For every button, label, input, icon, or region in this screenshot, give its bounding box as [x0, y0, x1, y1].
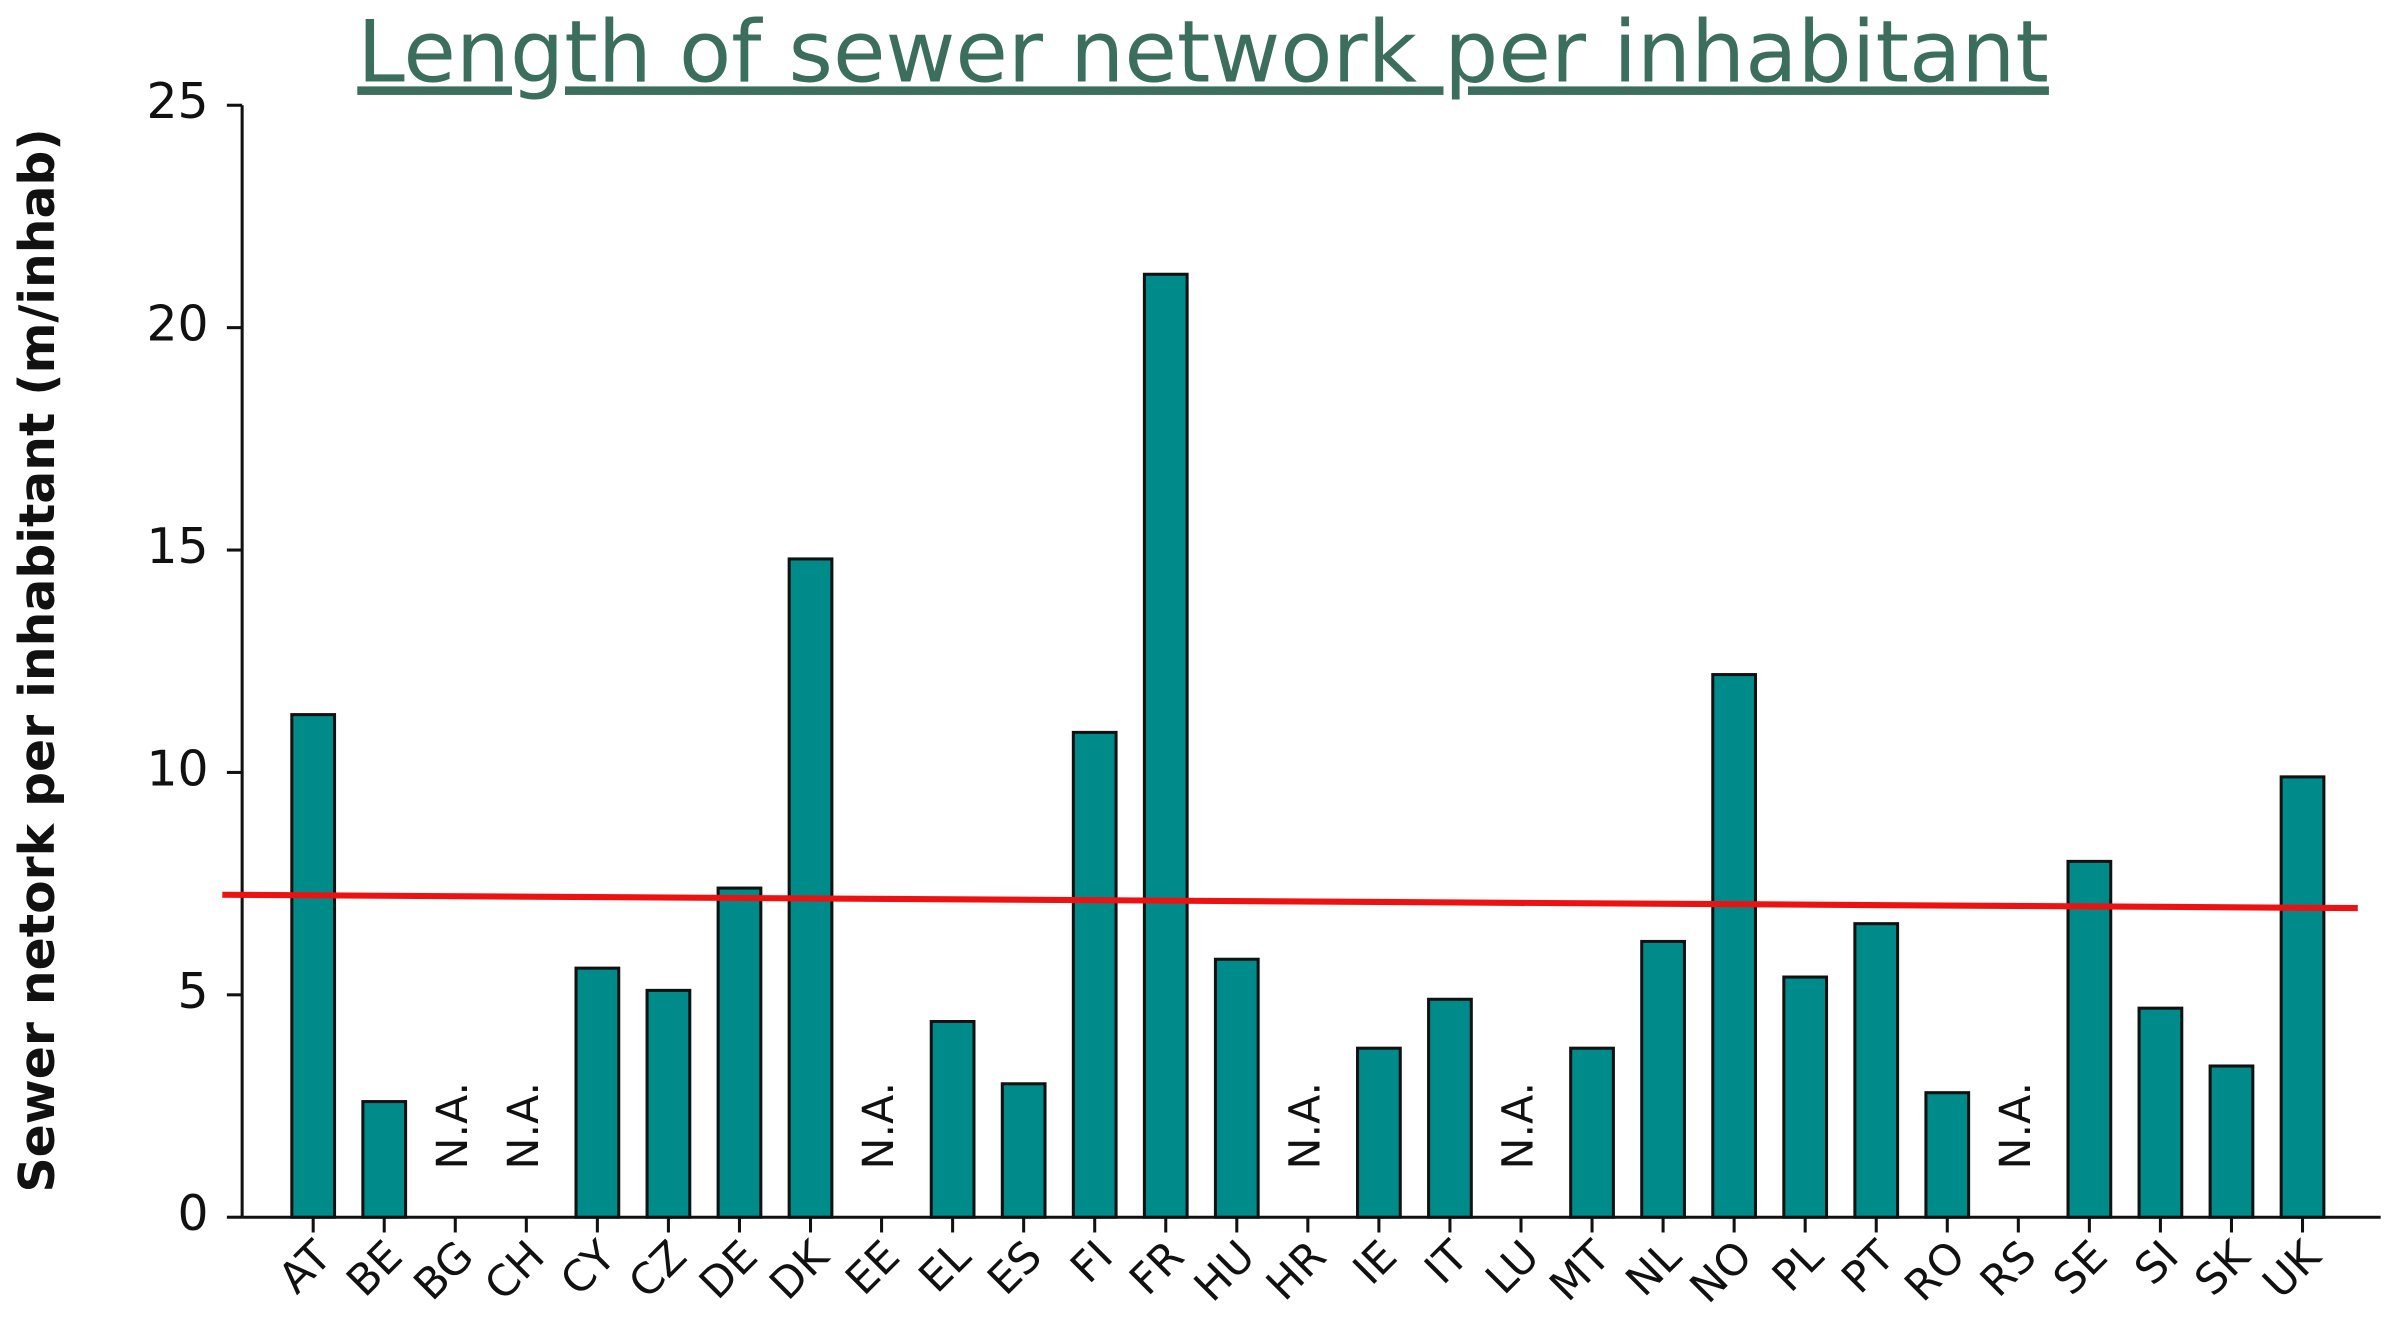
x-tick-label: LU	[1476, 1231, 1549, 1304]
chart-title: Length of sewer network per inhabitant	[357, 3, 2049, 102]
bar	[1356, 1046, 1402, 1219]
value-label: N.A.	[1991, 1082, 2041, 1170]
x-tick-label: FI	[1061, 1231, 1123, 1293]
x-tick-label: HU	[1185, 1231, 1265, 1311]
bar	[1213, 957, 1260, 1219]
x-tick-label: SE	[2044, 1231, 2118, 1305]
x-tick-label: SI	[2125, 1231, 2188, 1294]
bar	[1711, 673, 1758, 1219]
value-label: N.A.	[428, 1082, 478, 1170]
y-tick-label: 20	[146, 296, 208, 353]
bar	[929, 1019, 976, 1219]
bar	[1924, 1091, 1971, 1219]
x-tick-label: MT	[1540, 1231, 1620, 1311]
bar	[1640, 939, 1686, 1219]
y-tick-label: 10	[146, 740, 208, 797]
bar	[1000, 1082, 1047, 1219]
bar	[361, 1100, 408, 1219]
bar	[1782, 975, 1829, 1219]
x-tick-label: CH	[475, 1231, 554, 1310]
x-tick-label: BE	[337, 1231, 412, 1306]
value-label: N.A.	[499, 1082, 549, 1170]
y-tick-label: 0	[178, 1185, 209, 1242]
bar	[1142, 272, 1189, 1219]
x-tick-label: IE	[1344, 1231, 1407, 1294]
y-tick-label: 5	[178, 963, 209, 1020]
x-tick-label: PL	[1763, 1231, 1834, 1302]
y-tick-label: 15	[146, 518, 208, 575]
bar	[645, 988, 692, 1219]
value-label: N.A.	[854, 1082, 904, 1170]
bar	[1569, 1046, 1615, 1219]
x-tick-label: BG	[404, 1231, 483, 1310]
bar	[1853, 922, 1900, 1219]
y-axis-label: Sewer netork per inhabitant (m/inhab)	[9, 128, 66, 1192]
bar	[2208, 1064, 2255, 1219]
x-tick-label: ES	[978, 1231, 1052, 1305]
x-tick-label: CZ	[619, 1231, 696, 1308]
x-tick-label: IT	[1415, 1231, 1478, 1294]
bar	[2279, 775, 2326, 1219]
trend-line	[222, 891, 2358, 912]
x-tick-label: DE	[690, 1231, 768, 1309]
bar	[2137, 1006, 2184, 1219]
x-tick-label: HR	[1257, 1231, 1336, 1310]
bar	[2066, 859, 2113, 1219]
x-tick-label: PT	[1832, 1231, 1905, 1304]
value-label: N.A.	[1280, 1082, 1330, 1170]
bar	[1071, 730, 1118, 1219]
bar	[1427, 997, 1473, 1219]
x-tick-label: AT	[269, 1231, 342, 1304]
x-tick-label: DK	[760, 1231, 839, 1310]
x-tick-label: RO	[1895, 1231, 1975, 1311]
x-tick-label: EL	[909, 1231, 980, 1302]
x-tick-label: SK	[2185, 1231, 2260, 1306]
x-tick-label: UK	[2253, 1231, 2331, 1309]
x-tick-label: RS	[1971, 1231, 2046, 1306]
value-label: N.A.	[1493, 1082, 1543, 1170]
y-tick-label: 25	[146, 73, 208, 130]
x-tick-label: NO	[1681, 1231, 1763, 1313]
bar	[787, 557, 834, 1219]
x-tick-label: EE	[836, 1231, 910, 1305]
x-tick-label: FR	[1120, 1231, 1194, 1305]
bar	[574, 966, 621, 1219]
x-tick-label: NL	[1616, 1231, 1691, 1306]
bar	[716, 886, 763, 1219]
bar	[290, 713, 337, 1219]
x-tick-label: CY	[551, 1231, 626, 1306]
